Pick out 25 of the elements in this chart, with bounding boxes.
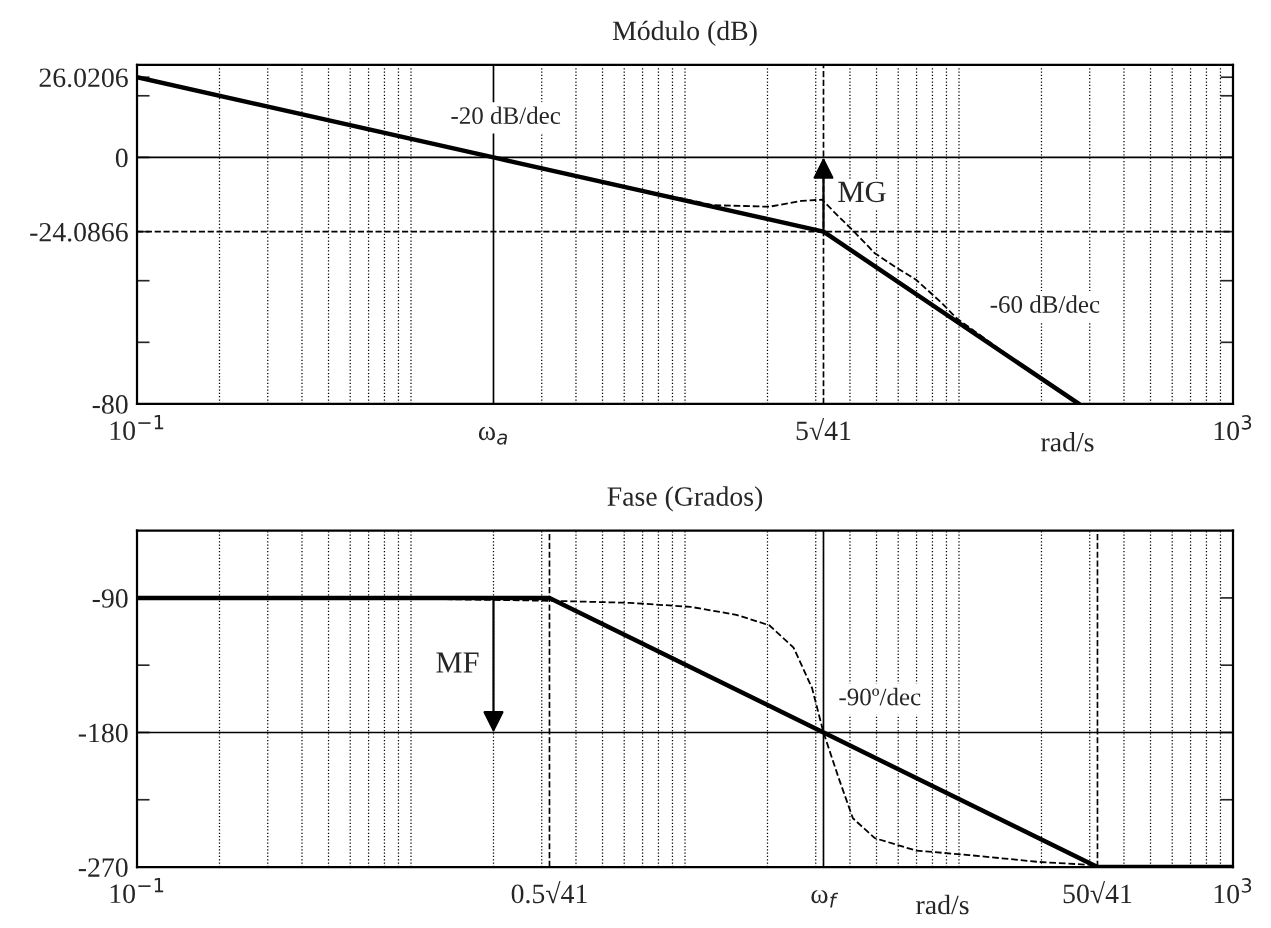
chart-title: Módulo (dB) bbox=[612, 20, 757, 46]
x-axis-title: rad/s bbox=[1041, 432, 1094, 452]
y-tick-label: -90 bbox=[92, 589, 128, 608]
x-axis-title: rad/s bbox=[916, 894, 969, 915]
x-tick-label: 50√41 bbox=[1063, 881, 1132, 904]
annotation: MG bbox=[838, 181, 886, 203]
x-tick-label: 10$^{3}$ bbox=[1214, 414, 1252, 441]
y-tick-label: -180 bbox=[78, 723, 128, 743]
annotation: -90º/dec bbox=[839, 687, 921, 706]
y-tick-label: -270 bbox=[78, 858, 128, 877]
annotation: MF bbox=[436, 652, 479, 673]
x-tick-label: 10$^{3}$ bbox=[1214, 878, 1252, 904]
x-tick-label: 0.5√41 bbox=[511, 881, 587, 904]
y-tick-label: -80 bbox=[92, 395, 128, 414]
annotation: -20 dB/dec bbox=[451, 106, 561, 125]
x-tick-label: 10$^{−1}$ bbox=[110, 878, 164, 904]
annotation: -60 dB/dec bbox=[990, 295, 1100, 313]
x-tick-label: ω$_{f}$ bbox=[811, 889, 839, 908]
chart-title: Fase (Grados) bbox=[607, 486, 763, 512]
y-tick-label: -24.0866 bbox=[30, 222, 128, 242]
x-tick-label: ω$_{a}$ bbox=[478, 426, 507, 445]
x-tick-label: 10$^{−1}$ bbox=[110, 414, 164, 441]
x-tick-label: 5√41 bbox=[796, 417, 851, 441]
y-tick-label: 26.0206 bbox=[39, 68, 128, 88]
y-tick-label: 0 bbox=[115, 148, 128, 168]
